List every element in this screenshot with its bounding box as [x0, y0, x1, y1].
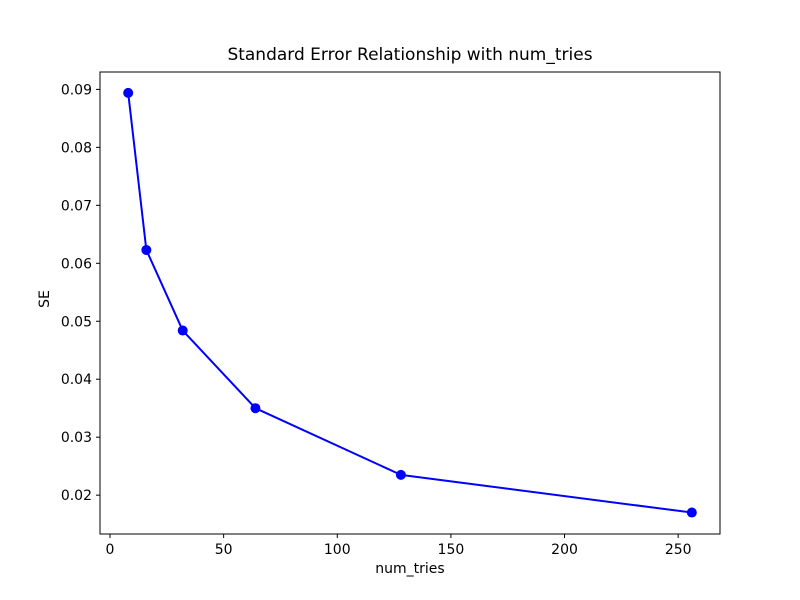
data-point-marker: [141, 244, 152, 255]
y-tick-label: 0.08: [61, 140, 92, 156]
y-tick-label: 0.07: [61, 198, 92, 214]
data-point-marker: [395, 469, 406, 480]
y-tick-label: 0.02: [61, 488, 92, 504]
series-line: [127, 91, 693, 514]
x-axis-label: num_tries: [375, 561, 445, 577]
y-tick-label: 0.05: [61, 314, 92, 330]
data-point-marker: [123, 87, 134, 98]
y-axis-label: SE: [37, 290, 53, 308]
y-tick-label: 0.04: [61, 372, 92, 388]
x-tick-label: 150: [438, 542, 465, 558]
y-tick-label: 0.06: [61, 256, 92, 272]
x-tick-label: 0: [106, 542, 115, 558]
x-tick-label: 100: [324, 542, 351, 558]
data-point-marker: [250, 403, 261, 414]
chart-title: Standard Error Relationship with num_tri…: [227, 45, 593, 65]
data-point-marker: [686, 507, 697, 518]
axes-frame: [99, 71, 721, 535]
y-tick-label: 0.09: [61, 82, 92, 98]
x-tick-label: 250: [665, 542, 692, 558]
y-tick-label: 0.03: [61, 430, 92, 446]
x-tick-label: 200: [551, 542, 578, 558]
x-tick-label: 50: [215, 542, 233, 558]
data-point-marker: [177, 325, 188, 336]
